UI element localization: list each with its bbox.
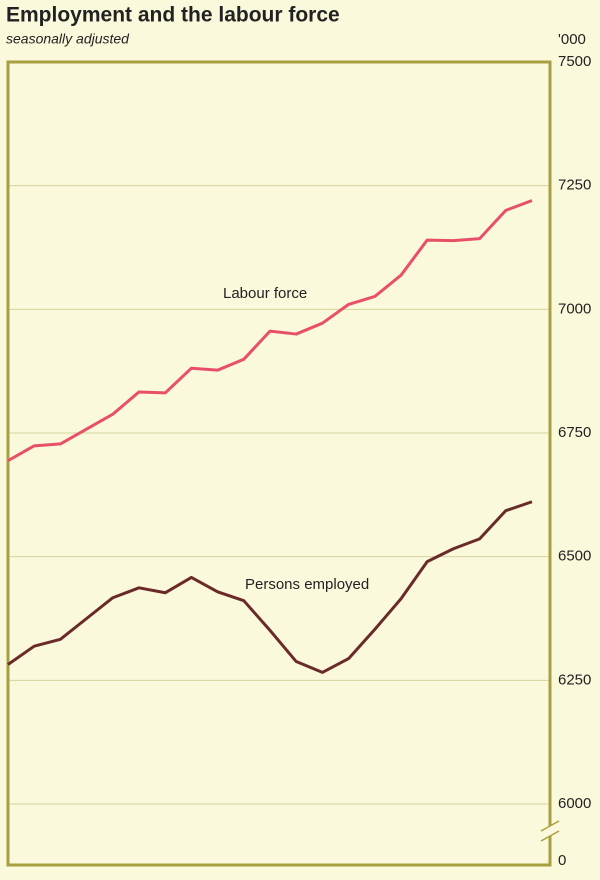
y-tick-label: 7500: [558, 53, 591, 70]
axis-break: [540, 820, 560, 832]
y-tick-label: 6750: [558, 424, 591, 441]
chart-title: Employment and the labour force: [6, 4, 340, 27]
series-label: Persons employed: [245, 576, 369, 593]
y-tick-label: 7250: [558, 177, 591, 194]
chart-subtitle: seasonally adjusted: [6, 31, 130, 47]
y-tick-label: 0: [558, 852, 566, 869]
series-line: [7, 500, 533, 674]
plot-frame: [6, 60, 552, 867]
y-tick-label: 7000: [558, 300, 591, 317]
axis-break: [540, 830, 560, 842]
series-line: [7, 199, 533, 463]
y-tick-label: 6250: [558, 671, 591, 688]
axis-break-gap: [545, 826, 555, 836]
y-unit-label: '000: [558, 31, 586, 48]
y-tick-label: 6000: [558, 795, 591, 812]
y-tick-label: 6500: [558, 548, 591, 565]
series-label: Labour force: [223, 285, 307, 302]
